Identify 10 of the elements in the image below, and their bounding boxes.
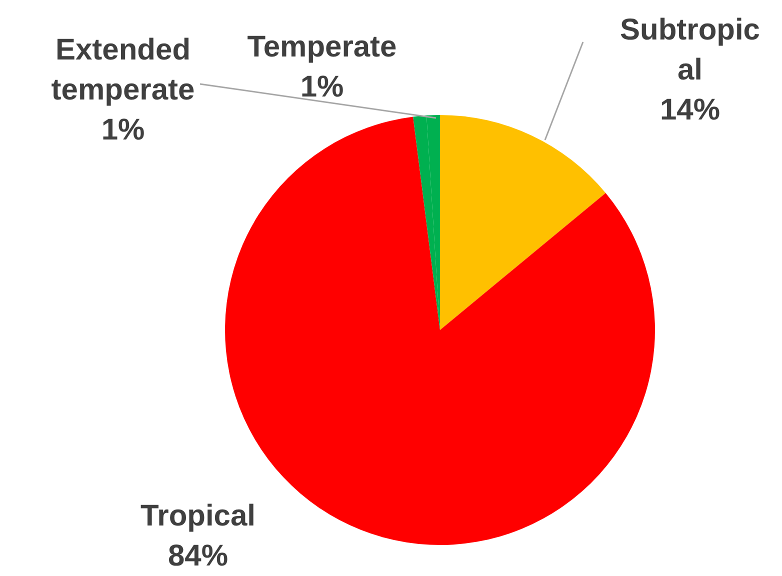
data-label: 1% <box>101 114 145 146</box>
data-label: 1% <box>300 70 344 104</box>
pie-slice <box>440 115 606 330</box>
slice-label: Temperate <box>247 30 397 64</box>
slice-label: Tropical <box>140 500 256 532</box>
slice-label: Subtropical <box>620 14 760 86</box>
pie-slice <box>413 115 440 330</box>
data-label: 14% <box>660 94 720 126</box>
data-label: 84% <box>168 540 228 572</box>
slice-label: Extended temperate <box>51 34 195 106</box>
